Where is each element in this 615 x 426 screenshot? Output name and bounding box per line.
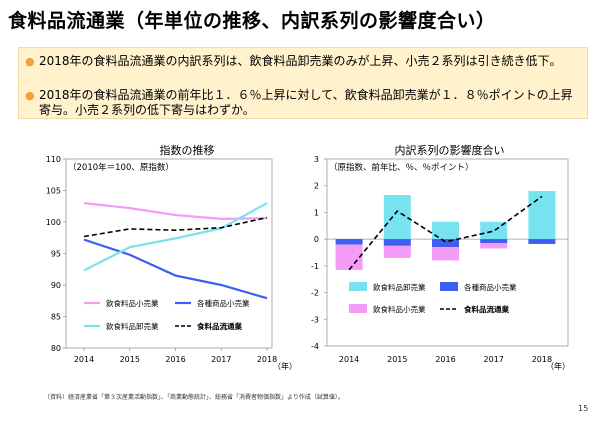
- series-line: [83, 216, 268, 238]
- bar-segment: [432, 247, 459, 261]
- y-tick-label: 110: [46, 155, 61, 164]
- y-tick-label: 105: [46, 187, 61, 196]
- x-unit-label: （年）: [273, 361, 297, 371]
- chart-subtitle: （原指数、前年比、％、％ポイント）: [329, 162, 474, 173]
- x-tick-label: 2014: [74, 355, 94, 364]
- legend-label: 各種商品小売業: [464, 282, 517, 292]
- x-tick-label: 2016: [165, 355, 185, 364]
- legend-swatch: [349, 304, 367, 313]
- summary-text: 2018年の食料品流通業の内訳系列は、飲食料品卸売業のみが上昇、小売２系列は引き…: [39, 54, 562, 68]
- x-tick-label: 2018: [532, 355, 552, 364]
- y-tick-label: 3: [314, 155, 319, 164]
- bar-segment: [480, 221, 508, 240]
- x-tick-label: 2016: [435, 355, 455, 364]
- summary-text: 2018年の食料品流通業の前年比１．６％上昇に対して、飲食料品卸売業が１．８％ポ…: [39, 88, 573, 117]
- bullet-icon: ●: [25, 89, 35, 102]
- legend-label: 飲食料品卸売業: [106, 321, 159, 331]
- y-tick-label: 90: [51, 281, 61, 290]
- bar-segment: [528, 239, 556, 244]
- bar-segment: [432, 239, 459, 248]
- legend-label: 飲食料品卸売業: [373, 282, 426, 292]
- legend-swatch: [349, 282, 367, 291]
- y-tick-label: -4: [311, 342, 319, 351]
- legend-label: 食料品流通業: [197, 321, 242, 331]
- bar-segment: [383, 239, 411, 246]
- bar-segment: [383, 245, 411, 258]
- page-number: 15: [578, 404, 589, 413]
- y-tick-label: 80: [51, 344, 61, 353]
- x-tick-label: 2014: [339, 355, 359, 364]
- bar-segment: [528, 191, 556, 240]
- summary-item: ● 2018年の食料品流通業の内訳系列は、飲食料品卸売業のみが上昇、小売２系列は…: [25, 54, 573, 69]
- bar-segment: [335, 239, 363, 245]
- x-unit-label: （年）: [546, 361, 570, 371]
- legend-swatch: [440, 282, 458, 291]
- y-tick-label: 95: [51, 250, 61, 259]
- chart-title: 指数の推移: [160, 143, 215, 157]
- plot-frame: [65, 158, 273, 349]
- summary-item: ● 2018年の食料品流通業の前年比１．６％上昇に対して、飲食料品卸売業が１．８…: [25, 88, 573, 118]
- series-line: [348, 195, 543, 271]
- series-line: [83, 202, 268, 220]
- bar-segment: [383, 195, 411, 240]
- series-line: [83, 202, 268, 272]
- summary-box: ● 2018年の食料品流通業の内訳系列は、飲食料品卸売業のみが上昇、小売２系列は…: [18, 47, 588, 119]
- legend-label: 各種商品小売業: [197, 298, 250, 308]
- y-tick-label: -1: [311, 262, 319, 271]
- y-tick-label: 1: [314, 208, 319, 217]
- bar-segment: [480, 239, 508, 244]
- y-tick-label: 85: [51, 313, 61, 322]
- bar-segment: [432, 221, 459, 240]
- x-tick-label: 2015: [387, 355, 407, 364]
- y-tick-label: 100: [46, 218, 61, 227]
- chart-title: 内訳系列の影響度合い: [395, 143, 505, 157]
- x-tick-label: 2017: [211, 355, 231, 364]
- x-tick-label: 2018: [257, 355, 277, 364]
- chart-subtitle: （2010年＝100、原指数）: [68, 162, 174, 173]
- source-footnote: （資料）経済産業省「第３次産業活動指数」、「商業動態統計」、総務省「消費者物価指…: [44, 394, 344, 401]
- x-tick-label: 2015: [120, 355, 140, 364]
- page-title: 食料品流通業（年単位の推移、内訳系列の影響度合い）: [8, 10, 496, 32]
- legend-label: 食料品流通業: [464, 304, 509, 314]
- bar-segment: [335, 244, 363, 270]
- x-tick-label: 2017: [484, 355, 504, 364]
- plot-frame: [326, 158, 569, 347]
- y-tick-label: 2: [314, 182, 319, 191]
- bar-segment: [480, 243, 508, 249]
- series-line: [83, 238, 268, 300]
- y-tick-label: -2: [311, 289, 319, 298]
- legend-label: 飲食料品小売業: [373, 304, 426, 314]
- y-tick-label: -3: [311, 315, 319, 324]
- y-tick-label: 0: [314, 235, 319, 244]
- bullet-icon: ●: [25, 55, 35, 68]
- legend-label: 飲食料品小売業: [106, 298, 159, 308]
